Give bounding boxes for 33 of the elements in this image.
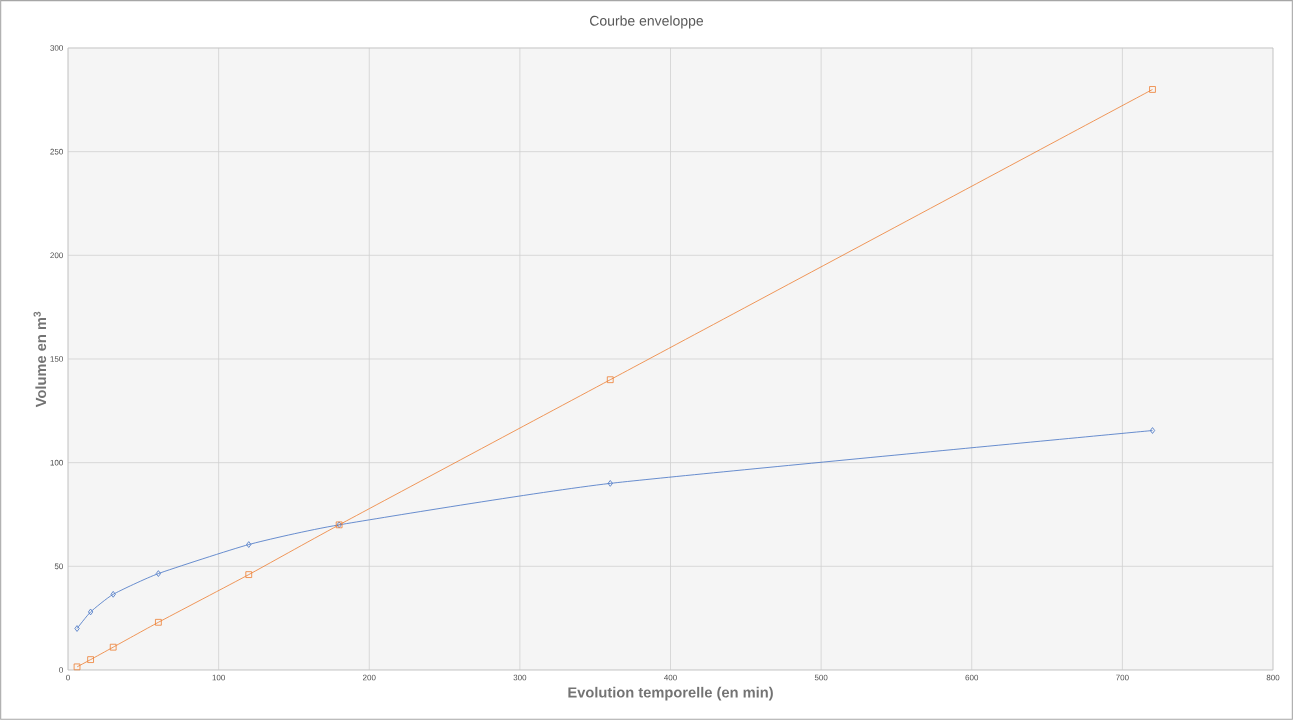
x-tick-label: 400 — [664, 674, 677, 681]
point — [606, 376, 614, 384]
y-axis-title: Volume en m$^{3}$ — [33, 311, 47, 408]
x-axis-title: Evolution temporelle (en min) — [568, 686, 773, 701]
y-tick-label: 150 — [50, 356, 63, 362]
x-tick-label: 500 — [814, 674, 828, 681]
y-tick-label: 300 — [50, 45, 63, 51]
point — [109, 643, 117, 651]
x-tick-label: 800 — [1266, 674, 1280, 681]
y-tick-label: 50 — [54, 563, 63, 570]
x-tick-label: 600 — [965, 674, 979, 681]
point — [110, 590, 116, 598]
x-tick-label: 200 — [362, 674, 376, 681]
point — [246, 541, 252, 548]
y-tick-label: 0 — [59, 667, 63, 673]
x-tick-label: 100 — [212, 674, 225, 681]
point — [607, 480, 613, 487]
y-tick-label: 200 — [50, 252, 63, 259]
chart-title: Courbe enveloppe — [590, 15, 704, 29]
point — [1149, 86, 1156, 93]
point — [245, 571, 253, 578]
x-tick-label: 700 — [1116, 674, 1129, 681]
x-tick-label: 0 — [66, 674, 70, 681]
y-tick-label: 250 — [50, 148, 63, 155]
point — [88, 608, 94, 616]
point — [155, 570, 161, 577]
point — [155, 618, 162, 626]
x-tick-label: 300 — [513, 674, 527, 681]
point — [74, 625, 80, 632]
point — [1149, 427, 1156, 434]
y-tick-label: 100 — [50, 459, 63, 466]
point — [87, 656, 94, 663]
point — [73, 663, 81, 671]
